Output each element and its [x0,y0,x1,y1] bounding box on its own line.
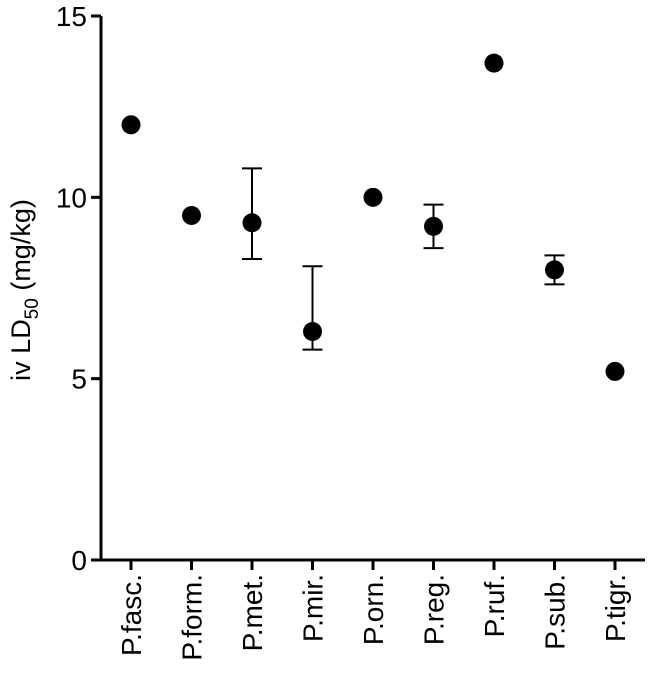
data-points [121,53,625,381]
x-tick-label: P.mir. [298,574,329,642]
y-axis-title-main: iv LD [6,319,36,381]
data-point [484,53,504,73]
x-tick-labels: P.fasc. P.form. P.met. P.mir. P.orn. P.reg. P.… [116,574,631,661]
y-tick-label: 10 [56,182,87,213]
data-point [182,205,201,225]
y-tick-label: 0 [71,545,87,576]
x-tick-label: P.sub. [540,574,571,650]
data-point [605,361,625,381]
error-bars [242,167,565,351]
x-tick-label: P.met. [237,574,268,651]
data-point [545,260,564,280]
y-axis-title: iv LD50 (mg/kg) [6,199,43,381]
x-tick-label: P.reg. [419,574,450,645]
data-point [303,322,322,342]
x-tick-label: P.ruf. [479,574,510,637]
x-tick-label: P.orn. [358,574,389,645]
y-tick-label: 15 [56,1,87,32]
y-axis-title-subscript: 50 [22,298,43,319]
y-axis-title-unit: (mg/kg) [6,199,36,298]
axes [91,14,645,570]
y-tick-label: 5 [71,364,87,395]
x-tick-label: P.form. [177,574,208,661]
data-point [121,115,141,135]
data-point [242,213,262,233]
x-tick-label: P.fasc. [116,574,147,656]
y-tick-labels: 0 5 10 15 [56,1,87,576]
data-point [363,187,383,207]
x-tick-label: P.tigr. [600,574,631,642]
data-point [424,216,443,236]
